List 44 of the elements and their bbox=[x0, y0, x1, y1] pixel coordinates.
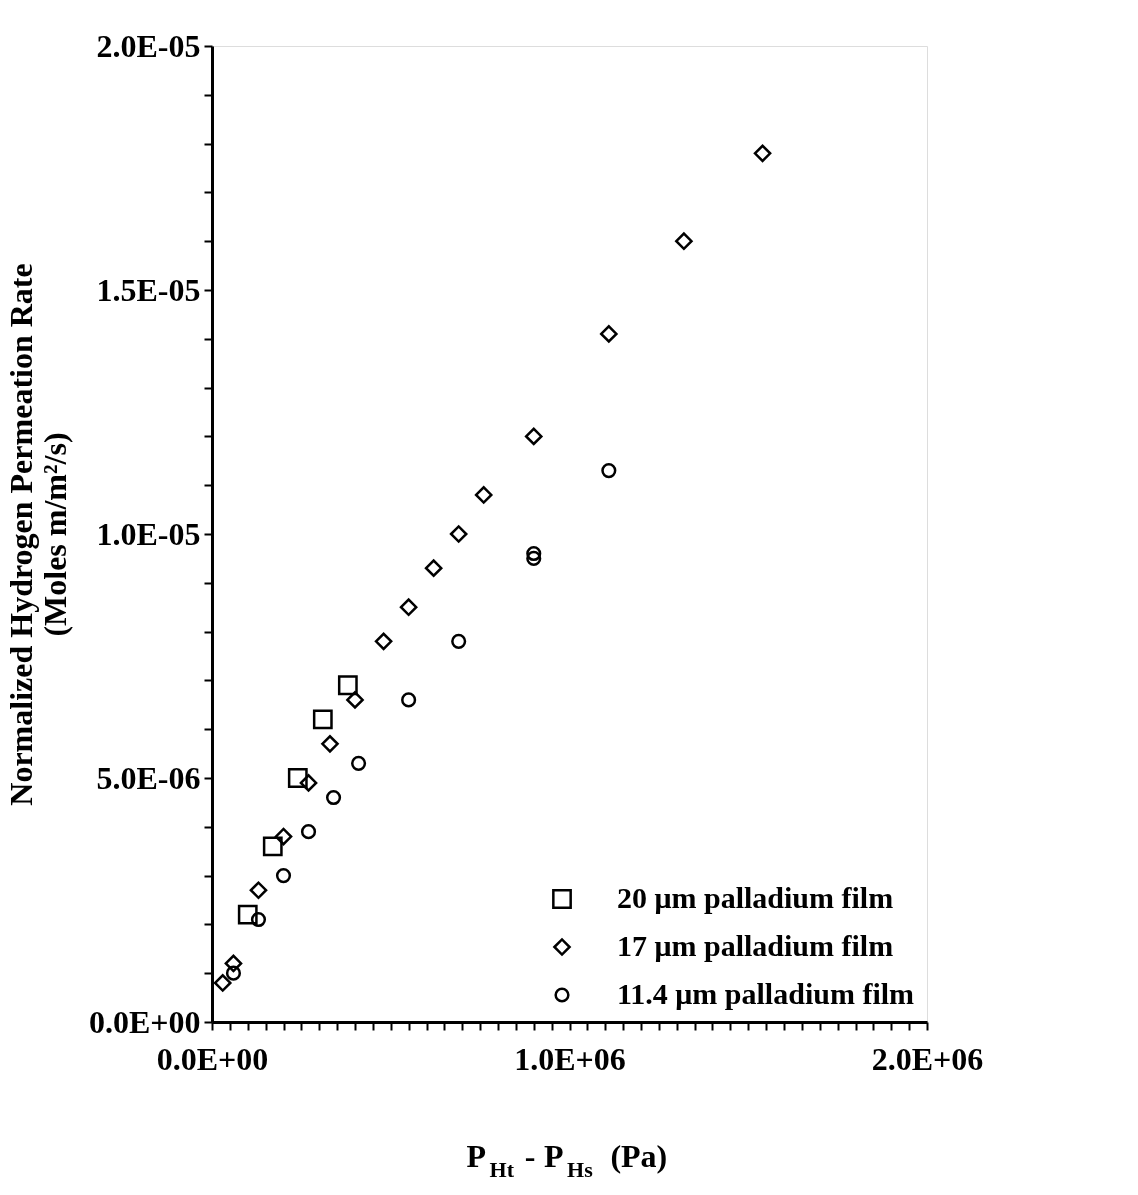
point bbox=[524, 427, 543, 446]
y-tick-label: 5.0E-06 bbox=[96, 759, 201, 796]
x-tick-label: 1.0E+06 bbox=[514, 1040, 626, 1077]
point bbox=[451, 633, 467, 649]
point bbox=[237, 904, 258, 925]
x-tick-label: 0.0E+00 bbox=[156, 1040, 269, 1077]
point bbox=[224, 954, 243, 973]
point bbox=[599, 325, 618, 343]
point bbox=[300, 824, 317, 840]
point bbox=[374, 632, 393, 651]
y-tick-label: 2.0E-05 bbox=[96, 27, 201, 64]
point bbox=[753, 144, 772, 163]
point bbox=[346, 691, 364, 709]
point bbox=[601, 463, 617, 479]
point bbox=[325, 789, 342, 806]
point bbox=[351, 755, 367, 771]
point bbox=[262, 836, 283, 857]
point bbox=[287, 768, 308, 788]
legend-label: 11.4 μm palladium film bbox=[617, 977, 915, 1010]
point bbox=[526, 550, 542, 566]
point bbox=[424, 559, 443, 577]
y-tick-label: 1.5E-05 bbox=[96, 271, 201, 308]
point bbox=[312, 709, 333, 730]
y-axis-title: Normalized Hydrogen Permeation Rate (Moles m/m²/s) bbox=[2, 263, 73, 806]
legend-label: 17 μm palladium film bbox=[617, 929, 894, 962]
point bbox=[274, 827, 293, 846]
point bbox=[249, 881, 268, 900]
point bbox=[337, 675, 358, 696]
legend-label: 20 μm palladium film bbox=[617, 881, 894, 914]
x-tick-label: 2.0E+06 bbox=[871, 1040, 984, 1077]
point bbox=[399, 598, 418, 617]
y-tick-label: 0.0E+00 bbox=[88, 1003, 201, 1040]
point bbox=[299, 774, 318, 792]
point bbox=[675, 232, 693, 251]
point bbox=[213, 974, 232, 992]
point bbox=[401, 692, 417, 708]
point bbox=[275, 868, 292, 884]
point bbox=[526, 545, 542, 562]
y-tick-label: 1.0E-05 bbox=[96, 515, 201, 552]
point bbox=[225, 965, 242, 981]
point bbox=[449, 525, 468, 543]
point bbox=[474, 486, 493, 504]
point bbox=[250, 911, 267, 928]
point bbox=[321, 735, 339, 753]
